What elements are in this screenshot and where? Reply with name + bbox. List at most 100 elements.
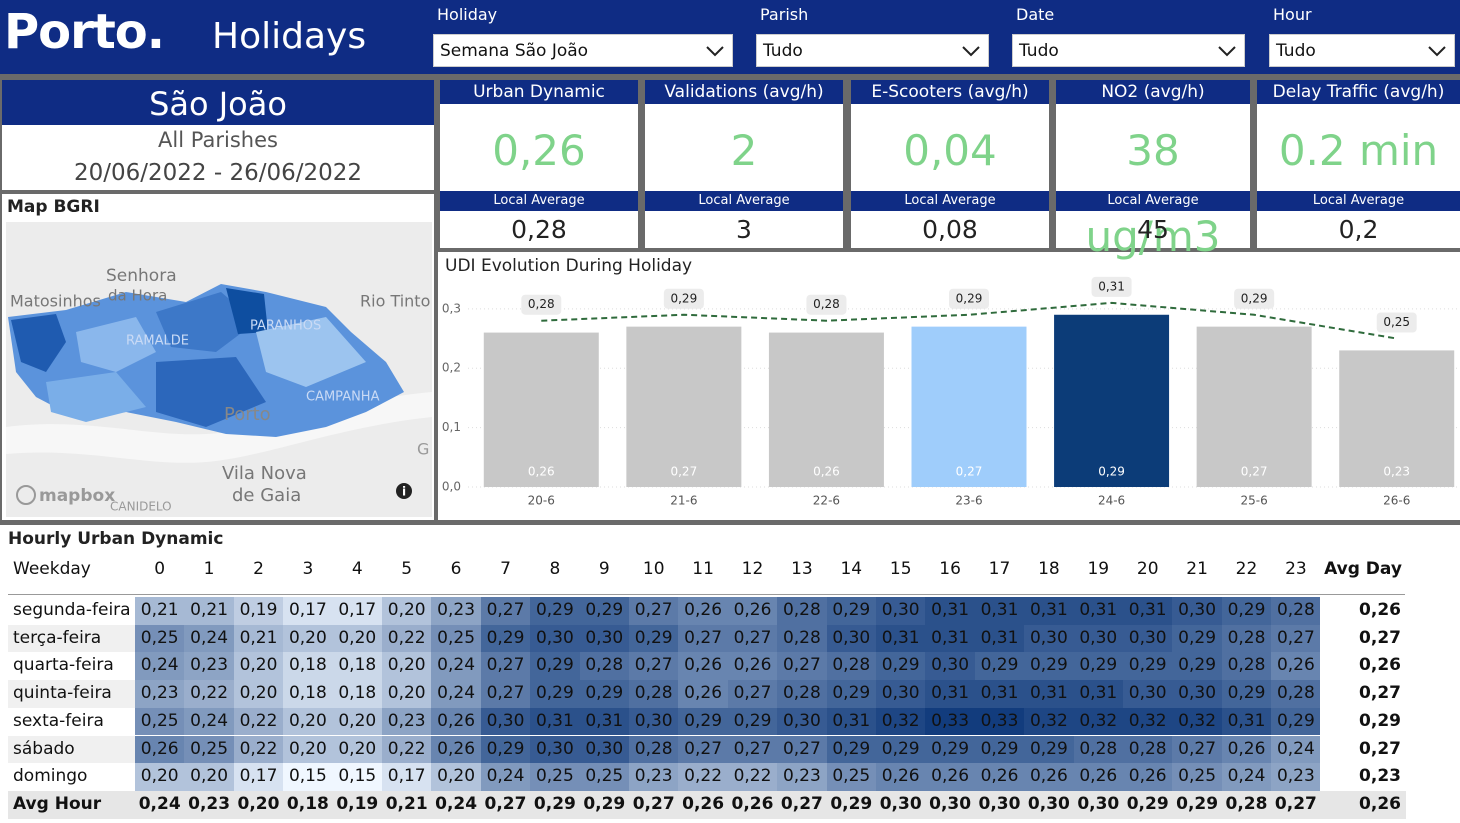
heat-cell: 0,30 <box>530 624 580 653</box>
heat-cell: 0,24 <box>1221 763 1272 791</box>
line-value-label: 0,28 <box>528 297 555 311</box>
kpi-average-label: Local Average <box>645 191 843 211</box>
row-label: Avg Hour <box>8 790 135 819</box>
heat-cell: 0,23 <box>629 763 679 791</box>
heat-cell: 0,33 <box>925 707 975 736</box>
filter-dropdown[interactable]: Semana São João <box>433 34 733 67</box>
heat-cell: 0,30 <box>1024 624 1074 653</box>
bar-value-label: 0,27 <box>670 465 697 479</box>
y-tick-label: 0,2 <box>442 361 461 375</box>
map-label: Senhora <box>106 266 177 286</box>
heat-cell: 0,31 <box>974 680 1025 708</box>
column-header: 7 <box>500 559 511 579</box>
kpi-average-label: Local Average <box>1257 191 1460 211</box>
filter-label: Parish <box>760 5 809 24</box>
row-average: 0,26 <box>1320 790 1406 819</box>
kpi-value: 0,04 <box>903 126 997 175</box>
chevron[interactable] <box>706 45 724 57</box>
heat-cell: 0,23 <box>431 597 481 625</box>
heat-cell: 0,22 <box>233 735 284 764</box>
info-icon[interactable]: i <box>402 485 406 499</box>
heat-cell: 0,31 <box>925 680 975 708</box>
heat-cell: 0,29 <box>530 652 580 681</box>
kpi-value: 2 <box>730 126 758 175</box>
bar-value-label: 0,27 <box>1241 465 1268 479</box>
chart: UDI Evolution During Holiday 0,0 0,1 0,2 0,… <box>438 252 1460 520</box>
row-average: 0,29 <box>1320 707 1406 736</box>
column-header: 8 <box>549 559 561 579</box>
heatmap-table: Hourly Urban Dynamic Weekday 0 1 2 3 4 5 6 7 8 9 10… <box>0 525 1460 823</box>
line-value-label: 0,28 <box>813 297 840 311</box>
heat-cell: 0,20 <box>233 680 284 708</box>
heat-cell: 0,21 <box>382 790 432 819</box>
column-header: 19 <box>1087 559 1110 579</box>
heat-cell: 0,28 <box>579 652 629 681</box>
kpi-title: Delay Traffic (avg/h) <box>1257 80 1460 104</box>
heat-cell: 0,26 <box>1123 763 1173 791</box>
heat-cell: 0,29 <box>480 624 531 653</box>
column-header: 23 <box>1285 559 1307 579</box>
heat-cell: 0,29 <box>579 680 629 708</box>
heat-cell: 0,15 <box>332 763 382 791</box>
x-tick-label: 21-6 <box>670 494 697 508</box>
column-header: 21 <box>1186 559 1208 579</box>
filter-dropdown[interactable]: Tudo <box>756 34 989 67</box>
x-tick-label: 23-6 <box>955 494 982 508</box>
line-label-box <box>663 288 704 309</box>
column-header: Avg Day <box>1324 559 1402 579</box>
column-header: 3 <box>302 559 314 579</box>
river <box>6 392 432 463</box>
heat-cell: 0,24 <box>431 652 481 681</box>
heat-cell: 0,23 <box>135 680 185 708</box>
heat-cell: 0,21 <box>184 597 234 625</box>
heat-cell: 0,31 <box>579 707 629 736</box>
heat-cell: 0,25 <box>530 763 580 791</box>
heat-cell: 0,29 <box>876 652 926 681</box>
heat-cell: 0,29 <box>1073 652 1123 681</box>
heat-cell: 0,30 <box>925 790 975 819</box>
chevron[interactable] <box>962 45 980 57</box>
heat-cell: 0,33 <box>974 707 1025 736</box>
heat-cell: 0,27 <box>480 652 531 681</box>
heat-cell: 0,17 <box>283 597 333 625</box>
column-header: 2 <box>253 559 264 579</box>
heat-cell: 0,30 <box>1123 680 1173 708</box>
heat-cell: 0,22 <box>233 707 284 736</box>
heat-cell: 0,29 <box>629 624 679 653</box>
heat-cell: 0,30 <box>480 707 531 736</box>
heat-cell: 0,28 <box>777 597 827 625</box>
heat-cell: 0,17 <box>382 763 432 791</box>
heat-cell: 0,27 <box>678 624 728 653</box>
column-header: 1 <box>203 559 215 579</box>
heat-cell: 0,28 <box>777 680 827 708</box>
heat-cell: 0,30 <box>876 597 926 625</box>
heat-cell: 0,20 <box>184 763 234 791</box>
heat-cell: 0,30 <box>876 790 926 819</box>
heat-cell: 0,30 <box>579 735 629 764</box>
heat-cell: 0,27 <box>480 597 531 625</box>
map-title: Map BGRI <box>7 197 100 217</box>
header-rule <box>8 594 1405 595</box>
page-title: Holidays <box>212 16 367 57</box>
column-header: 13 <box>791 559 813 579</box>
heat-cell: 0,26 <box>678 597 728 625</box>
chevron[interactable] <box>1428 45 1446 57</box>
map-label: da Hora <box>108 287 167 305</box>
chevron[interactable] <box>1218 45 1236 57</box>
heat-cell: 0,27 <box>629 790 679 819</box>
heat-cell: 0,29 <box>1172 624 1222 653</box>
column-header: 15 <box>889 559 912 579</box>
heat-cell: 0,30 <box>876 680 926 708</box>
line-label-box <box>1376 312 1417 333</box>
filter-dropdown[interactable]: Tudo <box>1012 34 1245 67</box>
map-label: RAMALDE <box>126 334 189 349</box>
heat-cell: 0,26 <box>974 763 1025 791</box>
filter-dropdown[interactable]: Tudo <box>1269 34 1455 67</box>
district <box>76 317 156 372</box>
heat-cell: 0,29 <box>974 735 1025 764</box>
line-label-box <box>1091 276 1132 297</box>
info-button[interactable] <box>396 483 412 499</box>
heat-cell: 0,19 <box>233 597 284 625</box>
district <box>256 317 366 387</box>
